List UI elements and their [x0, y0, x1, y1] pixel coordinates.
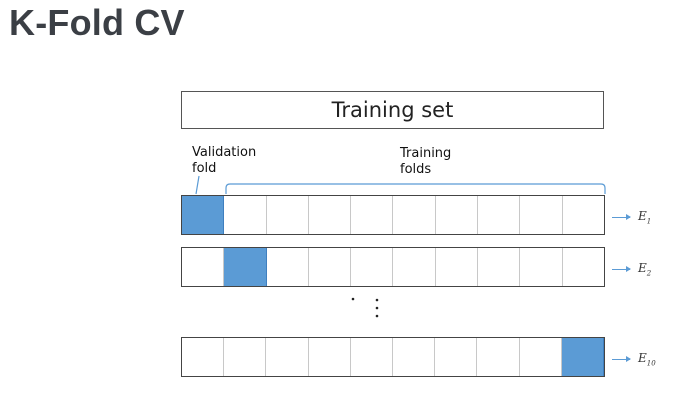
error-arrow: E10: [612, 351, 656, 367]
training-folds-label: Training folds: [400, 146, 451, 178]
validation-label-line1: Validation: [192, 145, 257, 160]
training-folds-bracket: [225, 183, 606, 194]
training-fold-cell: [436, 196, 479, 234]
training-fold-cell: [393, 338, 436, 376]
training-fold-cell: [224, 338, 267, 376]
training-fold-cell: [351, 196, 394, 234]
fold-row: [181, 247, 605, 287]
training-fold-cell: [436, 248, 479, 286]
training-fold-cell: [520, 248, 563, 286]
validation-fold-label: Validation fold: [192, 145, 256, 177]
training-label-line1: Training: [400, 146, 452, 161]
training-fold-cell: [309, 196, 352, 234]
arrow-right-icon: [612, 213, 631, 220]
training-fold-cell: [520, 196, 563, 234]
training-fold-cell: [309, 338, 351, 376]
training-fold-cell: [266, 338, 309, 376]
training-fold-cell: [478, 196, 521, 234]
arrow-right-icon: [612, 265, 631, 272]
validation-pointer-line: [195, 175, 200, 195]
page-title: K-Fold CV: [9, 2, 185, 43]
error-base: E: [638, 209, 647, 223]
training-fold-cell: [477, 338, 520, 376]
validation-label-line2: fold: [192, 161, 217, 176]
ellipsis-dot: [375, 314, 379, 318]
training-set-box: Training set: [181, 91, 604, 129]
validation-fold-cell: [224, 248, 267, 286]
training-fold-cell: [520, 338, 562, 376]
training-fold-cell: [351, 338, 394, 376]
training-label-line2: folds: [400, 162, 432, 177]
error-base: E: [638, 261, 647, 275]
validation-fold-cell: [561, 338, 605, 376]
training-fold-cell: [435, 338, 478, 376]
error-subscript: 10: [646, 359, 656, 368]
validation-fold-cell: [182, 196, 225, 234]
training-fold-cell: [393, 248, 436, 286]
training-fold-cell: [182, 248, 225, 286]
training-fold-cell: [351, 248, 394, 286]
training-fold-cell: [309, 248, 352, 286]
error-base: E: [638, 351, 647, 365]
fold-row: [181, 337, 605, 377]
training-fold-cell: [393, 196, 436, 234]
arrow-right-icon: [612, 355, 631, 362]
training-fold-cell: [478, 248, 521, 286]
training-fold-cell: [563, 248, 604, 286]
error-label: E10: [638, 351, 656, 367]
training-set-label: Training set: [331, 98, 454, 122]
error-arrow: E1: [612, 209, 651, 225]
training-fold-cell: [267, 248, 309, 286]
training-fold-cell: [182, 338, 225, 376]
training-fold-cell: [563, 196, 604, 234]
error-label: E1: [638, 209, 651, 225]
fold-row: [181, 195, 605, 235]
error-subscript: 2: [646, 269, 652, 278]
ellipsis-dot: [375, 298, 379, 302]
ellipsis-dot: [351, 297, 355, 301]
training-fold-cell: [267, 196, 309, 234]
error-subscript: 1: [646, 217, 652, 226]
training-fold-cell: [224, 196, 267, 234]
error-label: E2: [638, 261, 651, 277]
error-arrow: E2: [612, 261, 651, 277]
ellipsis-dot: [375, 306, 379, 310]
